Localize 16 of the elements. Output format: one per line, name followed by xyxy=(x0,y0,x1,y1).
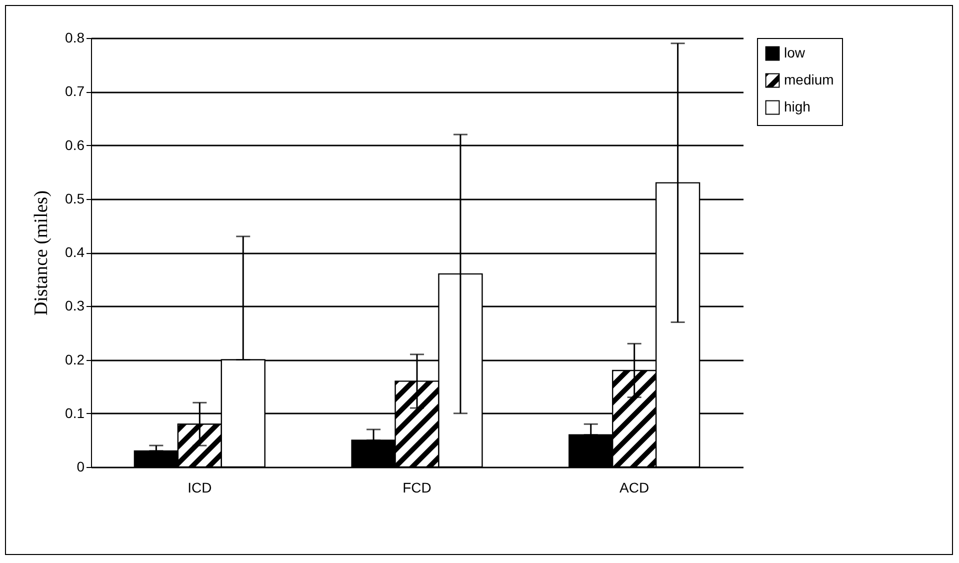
x-tick-label: ICD xyxy=(188,480,212,496)
x-tick-label: FCD xyxy=(402,480,432,496)
legend-label: medium xyxy=(784,72,834,88)
y-tick-label: 0.6 xyxy=(65,136,85,153)
y-tick-label: 0.8 xyxy=(65,30,85,46)
y-tick-label: 0.5 xyxy=(65,190,85,206)
y-tick-label: 0.4 xyxy=(65,244,85,260)
legend-label: low xyxy=(784,44,806,60)
y-tick-label: 0 xyxy=(76,458,85,474)
y-tick-label: 0.7 xyxy=(65,83,85,100)
y-tick-label: 0.3 xyxy=(65,298,85,314)
y-tick-label: 0.1 xyxy=(65,404,85,421)
legend-label: high xyxy=(784,98,810,114)
y-axis-title: Distance (miles) xyxy=(31,190,52,316)
x-tick-label: ACD xyxy=(620,480,650,496)
y-tick-label: 0.2 xyxy=(65,351,85,368)
